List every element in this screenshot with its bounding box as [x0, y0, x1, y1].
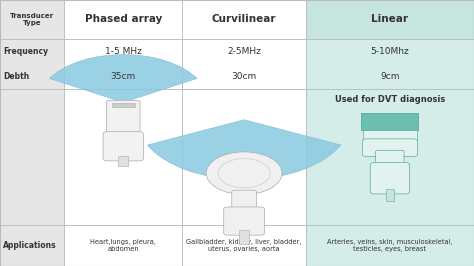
Bar — [239, 230, 249, 244]
Text: Linear: Linear — [371, 14, 409, 24]
Bar — [306, 89, 474, 225]
Bar — [112, 103, 135, 107]
FancyBboxPatch shape — [370, 163, 410, 194]
Text: Phased array: Phased array — [84, 14, 162, 24]
FancyBboxPatch shape — [375, 150, 404, 166]
Text: Applications: Applications — [3, 241, 56, 250]
Text: 5-10Mhz: 5-10Mhz — [371, 47, 409, 56]
Text: Transducer
Type: Transducer Type — [10, 13, 54, 26]
Text: Used for DVT diagnosis: Used for DVT diagnosis — [335, 95, 445, 104]
Text: Gallbladder, kidney, liver, bladder,
uterus, ovaries, aorta: Gallbladder, kidney, liver, bladder, ute… — [186, 239, 302, 252]
Bar — [0, 0, 64, 39]
FancyBboxPatch shape — [103, 132, 143, 161]
Wedge shape — [147, 120, 341, 180]
FancyBboxPatch shape — [106, 100, 140, 139]
Bar — [64, 39, 182, 89]
Bar — [306, 39, 474, 89]
Text: 2-5MHz: 2-5MHz — [227, 47, 261, 56]
Bar — [361, 113, 418, 130]
Bar — [64, 89, 182, 225]
Bar — [306, 0, 474, 39]
FancyBboxPatch shape — [232, 190, 256, 212]
FancyBboxPatch shape — [362, 139, 417, 156]
Circle shape — [206, 152, 282, 194]
Bar — [64, 225, 182, 266]
Bar — [182, 39, 306, 89]
Text: Debth: Debth — [3, 72, 29, 81]
Bar — [64, 0, 182, 39]
Bar — [118, 156, 128, 166]
Bar — [182, 89, 306, 225]
Bar — [0, 89, 64, 225]
Bar — [182, 0, 306, 39]
Text: 9cm: 9cm — [380, 72, 400, 81]
FancyBboxPatch shape — [224, 207, 264, 235]
Bar — [385, 189, 394, 201]
Bar — [363, 130, 417, 141]
Text: 1-5 MHz: 1-5 MHz — [105, 47, 142, 56]
Text: Arteries, veins, skin, musculoskeletal,
testicles, eyes, breast: Arteries, veins, skin, musculoskeletal, … — [327, 239, 453, 252]
Bar — [0, 39, 64, 89]
Text: 30cm: 30cm — [231, 72, 257, 81]
Text: Frequency: Frequency — [3, 47, 48, 56]
Text: Curvilinear: Curvilinear — [212, 14, 276, 24]
Bar — [306, 225, 474, 266]
Wedge shape — [49, 55, 197, 102]
Text: 35cm: 35cm — [110, 72, 136, 81]
Text: Heart,lungs, pleura,
abdomen: Heart,lungs, pleura, abdomen — [91, 239, 156, 252]
Bar — [182, 225, 306, 266]
Bar — [0, 225, 64, 266]
